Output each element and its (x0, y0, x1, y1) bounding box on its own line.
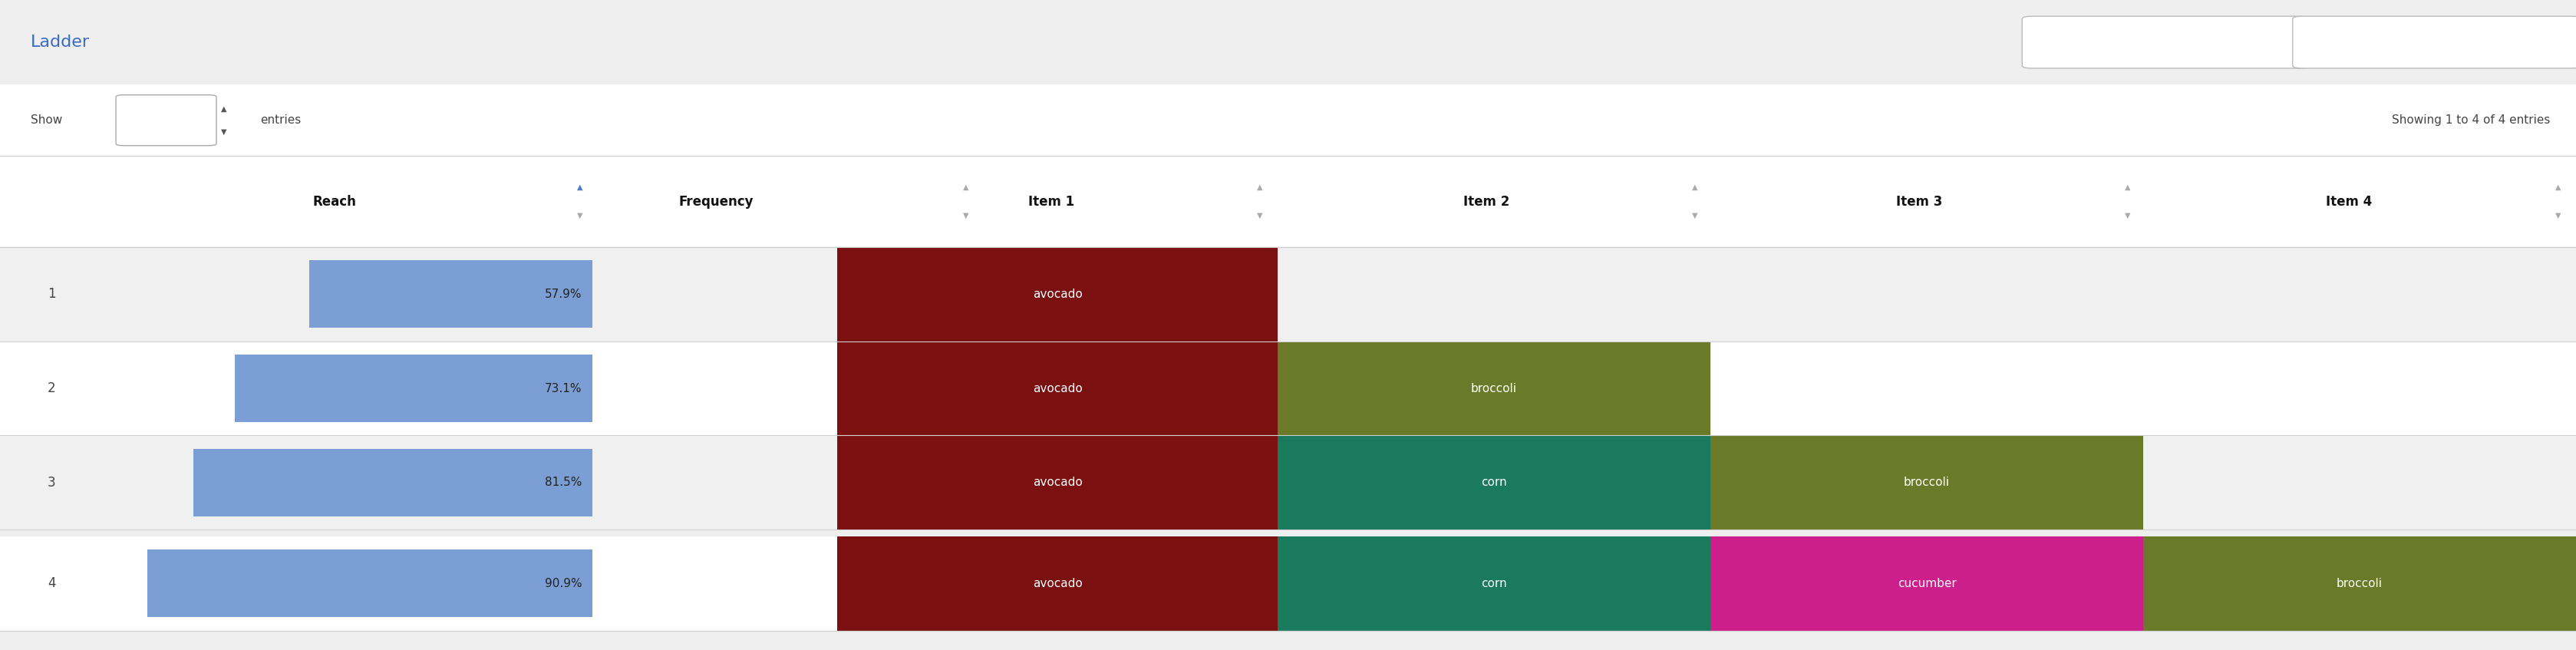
Text: </> View as JSON: </> View as JSON (2123, 37, 2208, 47)
Text: avocado: avocado (1033, 578, 1082, 589)
Text: 4: 4 (46, 577, 57, 590)
Text: Showing 1 to 4 of 4 entries: Showing 1 to 4 of 4 entries (2393, 114, 2550, 126)
Text: 3: 3 (46, 476, 57, 489)
Bar (0, 156, 2576, 247)
Text: ▼: ▼ (577, 212, 582, 220)
Bar (0, 536, 2576, 630)
Bar (0, 436, 2576, 530)
Text: Item 4: Item 4 (2326, 194, 2372, 209)
Text: 1.00: 1.00 (845, 289, 871, 300)
Text: Frequency: Frequency (677, 194, 755, 209)
Text: ▲: ▲ (1257, 183, 1262, 191)
Text: 1: 1 (46, 287, 57, 301)
Bar (1710, 436, 2143, 530)
Bar (0, 84, 2576, 156)
Bar (837, 341, 1278, 436)
Text: entries: entries (260, 114, 301, 126)
Text: 57.9%: 57.9% (546, 289, 582, 300)
Bar (1278, 436, 1710, 530)
Text: 1.08: 1.08 (845, 383, 871, 394)
Bar (0, 0, 2576, 84)
Bar (2143, 536, 2576, 630)
Bar (0, 247, 2576, 341)
Text: ▼: ▼ (1692, 212, 1698, 220)
Bar (1278, 341, 1710, 436)
Text: Reach: Reach (314, 194, 355, 209)
Text: Item 2: Item 2 (1463, 194, 1510, 209)
Text: broccoli: broccoli (1904, 477, 1950, 488)
Text: ▲: ▲ (1692, 183, 1698, 191)
Text: ▲: ▲ (577, 183, 582, 191)
Text: ▲: ▲ (963, 183, 969, 191)
Text: ▲: ▲ (2125, 183, 2130, 191)
Text: ▲: ▲ (222, 105, 227, 112)
Text: avocado: avocado (1033, 477, 1082, 488)
Bar (0, 341, 2576, 436)
Text: 20: 20 (147, 115, 160, 125)
Text: ▼: ▼ (1257, 212, 1262, 220)
Bar (193, 448, 592, 517)
Text: Show: Show (31, 114, 62, 126)
FancyBboxPatch shape (2293, 16, 2576, 68)
Text: ⇩ Quick export ▾: ⇩ Quick export ▾ (2396, 37, 2478, 47)
Text: Item 3: Item 3 (1896, 194, 1942, 209)
Text: avocado: avocado (1033, 383, 1082, 394)
Text: cucumber: cucumber (1899, 578, 1955, 589)
Text: 73.1%: 73.1% (546, 383, 582, 394)
Text: 90.9%: 90.9% (546, 578, 582, 589)
Text: corn: corn (1481, 578, 1507, 589)
Text: Item 1: Item 1 (1028, 194, 1074, 209)
Text: ▼: ▼ (2125, 212, 2130, 220)
Text: 2: 2 (46, 382, 57, 395)
Bar (837, 536, 1278, 630)
Bar (234, 354, 592, 422)
Text: avocado: avocado (1033, 289, 1082, 300)
Bar (837, 247, 1278, 341)
Text: ▼: ▼ (222, 128, 227, 136)
FancyBboxPatch shape (116, 95, 216, 146)
Text: broccoli: broccoli (2336, 578, 2383, 589)
Text: ▼: ▼ (2555, 212, 2561, 220)
Text: broccoli: broccoli (1471, 383, 1517, 394)
Bar (1278, 536, 1710, 630)
Text: 1.20: 1.20 (845, 477, 871, 488)
Text: Ladder: Ladder (31, 34, 90, 50)
Text: ▲: ▲ (2555, 183, 2561, 191)
Bar (147, 549, 592, 618)
Text: 1.40: 1.40 (845, 578, 871, 589)
Bar (309, 260, 592, 328)
Text: corn: corn (1481, 477, 1507, 488)
Text: 81.5%: 81.5% (546, 477, 582, 488)
FancyBboxPatch shape (2022, 16, 2308, 68)
Text: ▼: ▼ (963, 212, 969, 220)
Bar (837, 436, 1278, 530)
Bar (1710, 536, 2143, 630)
